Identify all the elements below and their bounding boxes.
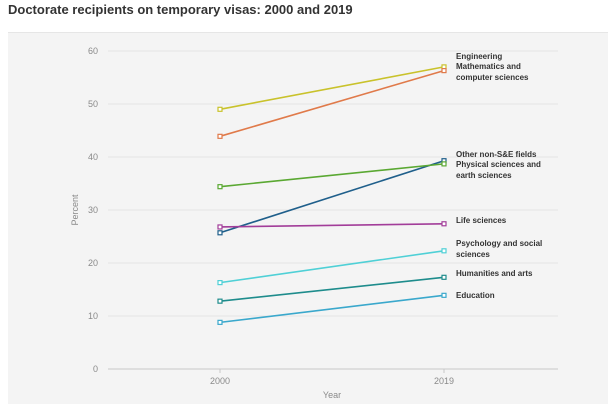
y-tick-label: 40 xyxy=(88,152,98,162)
series-label: Education xyxy=(456,291,495,300)
series-label: sciences xyxy=(456,250,490,259)
series-label: computer sciences xyxy=(456,73,529,82)
series-label: earth sciences xyxy=(456,171,512,180)
x-axis-ticks: 2000 2019 xyxy=(210,369,454,386)
series-line xyxy=(219,222,445,228)
data-point[interactable] xyxy=(441,68,447,74)
x-axis-label: Year xyxy=(323,390,341,400)
series-label: Psychology and social xyxy=(456,239,542,248)
y-tick-label: 20 xyxy=(88,258,98,268)
line-chart: 0 10 20 30 40 50 60 2000 2019 Percent Year Engi… xyxy=(70,46,558,400)
chart-panel: 0 10 20 30 40 50 60 2000 2019 Percent Year Engi… xyxy=(8,32,608,404)
y-tick-label: 50 xyxy=(88,99,98,109)
y-axis-label: Percent xyxy=(70,194,80,226)
y-tick-label: 60 xyxy=(88,46,98,56)
data-point[interactable] xyxy=(217,184,223,190)
data-point[interactable] xyxy=(217,224,223,230)
y-tick-label: 0 xyxy=(93,364,98,374)
series-line xyxy=(219,250,445,284)
data-point[interactable] xyxy=(441,161,447,167)
series-label: Engineering xyxy=(456,52,502,61)
data-point[interactable] xyxy=(441,221,447,227)
series-line xyxy=(219,276,445,302)
series-line xyxy=(219,69,445,138)
chart-title: Doctorate recipients on temporary visas:… xyxy=(8,2,353,17)
data-point[interactable] xyxy=(217,106,223,112)
x-tick-label: 2000 xyxy=(210,376,230,386)
data-point[interactable] xyxy=(441,274,447,280)
data-point[interactable] xyxy=(217,298,223,304)
series-label: Physical sciences and xyxy=(456,160,541,169)
series-label: Other non-S&E fields xyxy=(456,150,537,159)
data-point[interactable] xyxy=(217,133,223,139)
grid-lines xyxy=(108,50,558,370)
data-point[interactable] xyxy=(441,292,447,298)
data-point[interactable] xyxy=(441,248,447,254)
y-axis-ticks: 0 10 20 30 40 50 60 xyxy=(88,46,98,374)
data-point[interactable] xyxy=(217,280,223,286)
series-line xyxy=(219,294,445,324)
y-tick-label: 10 xyxy=(88,311,98,321)
y-tick-label: 30 xyxy=(88,205,98,215)
data-point[interactable] xyxy=(217,319,223,325)
series-label: Mathematics and xyxy=(456,62,521,71)
data-point[interactable] xyxy=(217,230,223,236)
series-label: Life sciences xyxy=(456,216,507,225)
series-line xyxy=(219,66,445,111)
series-line xyxy=(219,163,445,188)
series-label: Humanities and arts xyxy=(456,269,533,278)
series-line xyxy=(219,159,445,234)
x-tick-label: 2019 xyxy=(434,376,454,386)
series-lines xyxy=(217,64,447,325)
